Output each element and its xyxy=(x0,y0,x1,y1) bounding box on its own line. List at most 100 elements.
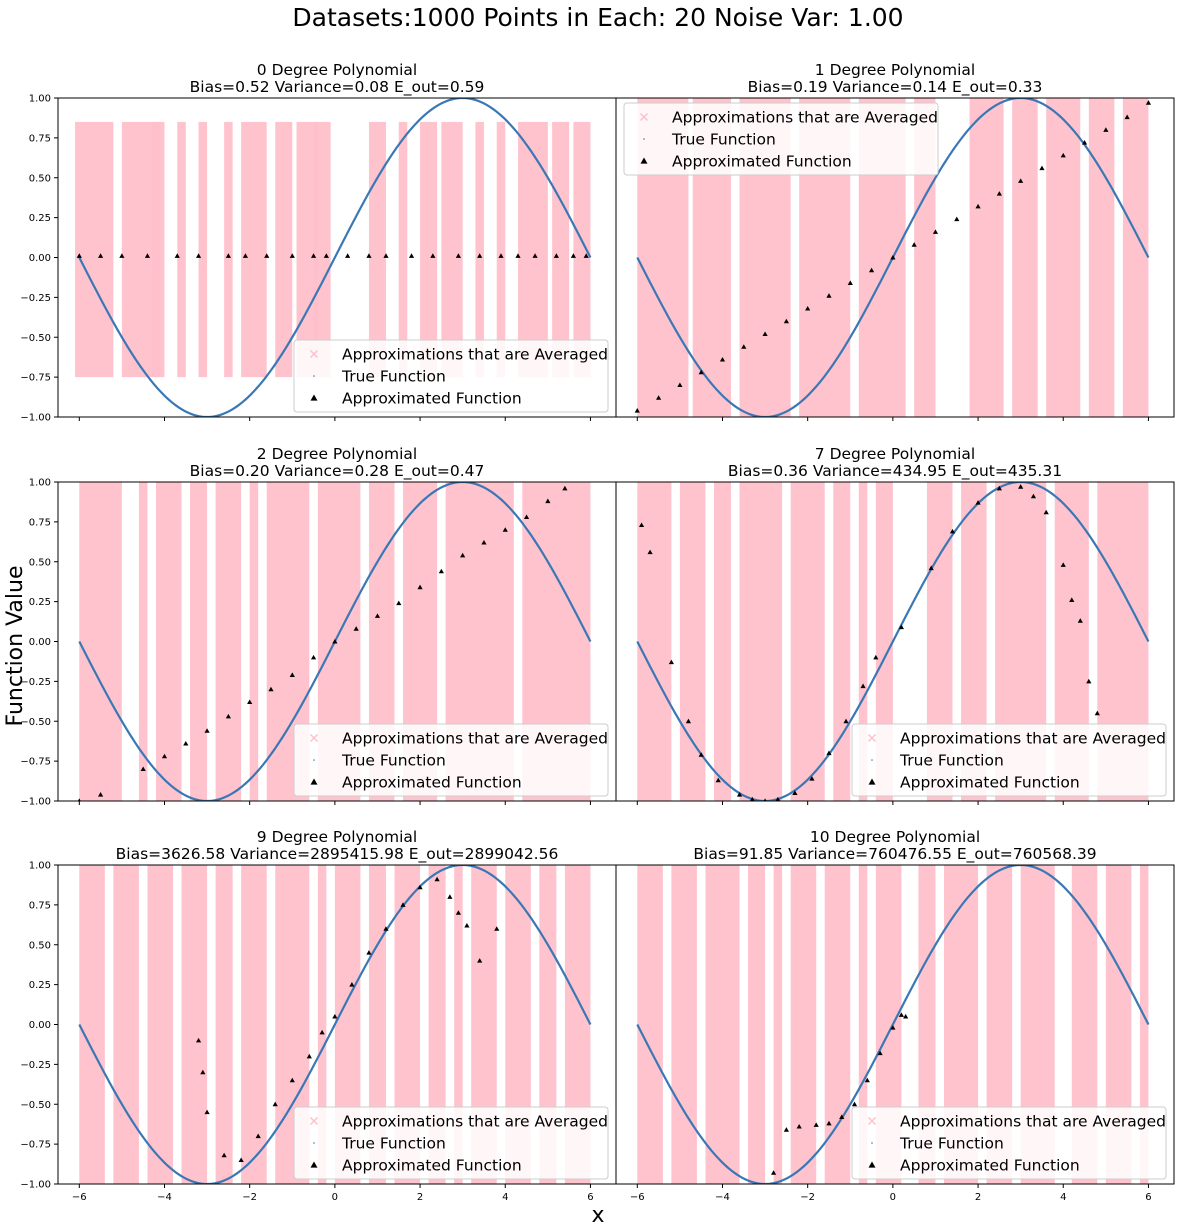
legend: Approximations that are Averaged True Fun… xyxy=(293,339,609,413)
approximated-point xyxy=(545,498,551,504)
y-tick-label: 1.00 xyxy=(29,861,51,872)
approximated-point xyxy=(851,1101,858,1107)
legend-entry: Approximations that are Averaged xyxy=(342,346,608,364)
approximated-point xyxy=(76,253,82,258)
approximation-band xyxy=(177,121,186,378)
approximated-point xyxy=(796,1123,802,1129)
approximated-point xyxy=(523,514,530,520)
subplot-stats: Bias=0.19 Variance=0.14 E_out=0.33 xyxy=(748,78,1043,97)
x-tick-label: −6 xyxy=(72,1192,87,1203)
y-tick-label: −0.50 xyxy=(20,1100,51,1111)
legend-entry: True Function xyxy=(899,752,1004,770)
approximation-band xyxy=(275,121,293,378)
approximation-band xyxy=(190,482,208,801)
legend: Approximations that are Averaged True Fun… xyxy=(293,723,609,797)
approximated-point xyxy=(1103,127,1109,132)
approximation-band xyxy=(1088,98,1115,417)
subplot-title: 2 Degree Polynomial xyxy=(257,445,417,463)
y-tick-label: 1.00 xyxy=(29,94,51,105)
approximated-point xyxy=(447,894,453,899)
approximated-point xyxy=(161,753,168,759)
legend-marker-approximated xyxy=(310,394,318,401)
legend-box xyxy=(623,102,939,176)
approximated-point xyxy=(562,485,568,491)
approximated-point xyxy=(839,1114,845,1119)
legend-marker-approximated xyxy=(640,157,648,164)
approximated-point xyxy=(383,253,389,258)
legend-entry: Approximations that are Averaged xyxy=(900,1113,1166,1131)
legend-entry: Approximated Function xyxy=(342,1157,522,1175)
approximated-point xyxy=(1018,178,1024,183)
approximated-point xyxy=(417,584,423,590)
approximated-point xyxy=(225,253,231,258)
approximated-point xyxy=(553,253,559,258)
approximation-band xyxy=(317,865,327,1184)
approximated-point xyxy=(898,624,904,630)
approximation-band xyxy=(705,865,740,1184)
approximated-point xyxy=(715,777,721,783)
approximation-band xyxy=(739,482,783,801)
legend-marker-approximations xyxy=(639,112,649,122)
approximated-point xyxy=(408,253,415,258)
approximation-band xyxy=(914,98,936,417)
x-tick-label: −2 xyxy=(242,1192,257,1203)
approximated-point xyxy=(864,1077,870,1083)
legend-marker-approximations xyxy=(309,349,319,359)
subplot-title: 0 Degree Polynomial xyxy=(257,61,417,79)
approximation-band xyxy=(637,482,672,801)
approximated-point xyxy=(204,1109,210,1115)
y-tick-label: 0.00 xyxy=(29,637,51,648)
approximated-point xyxy=(570,253,577,258)
approximated-point xyxy=(200,1069,206,1075)
legend-entry: Approximated Function xyxy=(342,390,522,408)
legend-entry: True Function xyxy=(899,1135,1004,1153)
legend-entry: Approximated Function xyxy=(900,1157,1080,1175)
approximated-point xyxy=(890,1025,896,1030)
legend: Approximations that are Averaged True Fun… xyxy=(293,1106,609,1180)
approximation-band xyxy=(138,482,148,801)
approximated-point xyxy=(736,792,743,797)
approximation-band xyxy=(198,121,208,378)
approximated-point xyxy=(763,798,767,801)
approximated-point xyxy=(877,1050,883,1056)
approximation-band xyxy=(241,865,267,1184)
approximated-point xyxy=(225,713,231,719)
y-tick-label: −0.50 xyxy=(20,333,51,344)
approximated-point xyxy=(119,253,125,258)
approximation-band xyxy=(1122,98,1149,417)
approximated-point xyxy=(677,382,683,388)
approximation-band xyxy=(215,482,242,801)
approximation-band xyxy=(398,121,408,378)
legend-box xyxy=(851,1106,1167,1180)
approximation-band xyxy=(113,865,139,1184)
approximation-band xyxy=(748,865,766,1184)
x-tick-label: 2 xyxy=(417,1192,423,1203)
approximation-band xyxy=(151,121,161,378)
legend-marker-approximated xyxy=(310,778,318,785)
approximated-point xyxy=(310,654,317,660)
y-tick-label: −0.25 xyxy=(20,677,51,688)
approximated-point xyxy=(647,549,653,555)
approximated-point xyxy=(349,982,355,987)
approximation-band xyxy=(475,121,484,378)
approximated-point xyxy=(289,253,295,258)
approximation-band xyxy=(790,865,817,1184)
approximated-point xyxy=(996,191,1002,196)
approximation-band xyxy=(969,98,1004,417)
approximation-band xyxy=(858,865,868,1184)
approximation-band xyxy=(296,121,318,378)
y-tick-label: −0.75 xyxy=(20,373,51,384)
x-tick-label: 2 xyxy=(975,1192,981,1203)
legend-marker-true-function xyxy=(313,1142,315,1144)
approximated-point xyxy=(1145,100,1152,105)
legend-marker-true-function xyxy=(871,759,873,761)
plot-area xyxy=(75,98,592,417)
legend-entry: Approximations that are Averaged xyxy=(900,730,1166,748)
approximated-point xyxy=(975,500,981,505)
approximated-point xyxy=(195,1037,202,1043)
approximated-point xyxy=(97,253,104,258)
approximation-band xyxy=(833,482,851,801)
approximation-band xyxy=(824,865,851,1184)
approximated-point xyxy=(813,1122,819,1127)
approximated-point xyxy=(289,672,295,677)
